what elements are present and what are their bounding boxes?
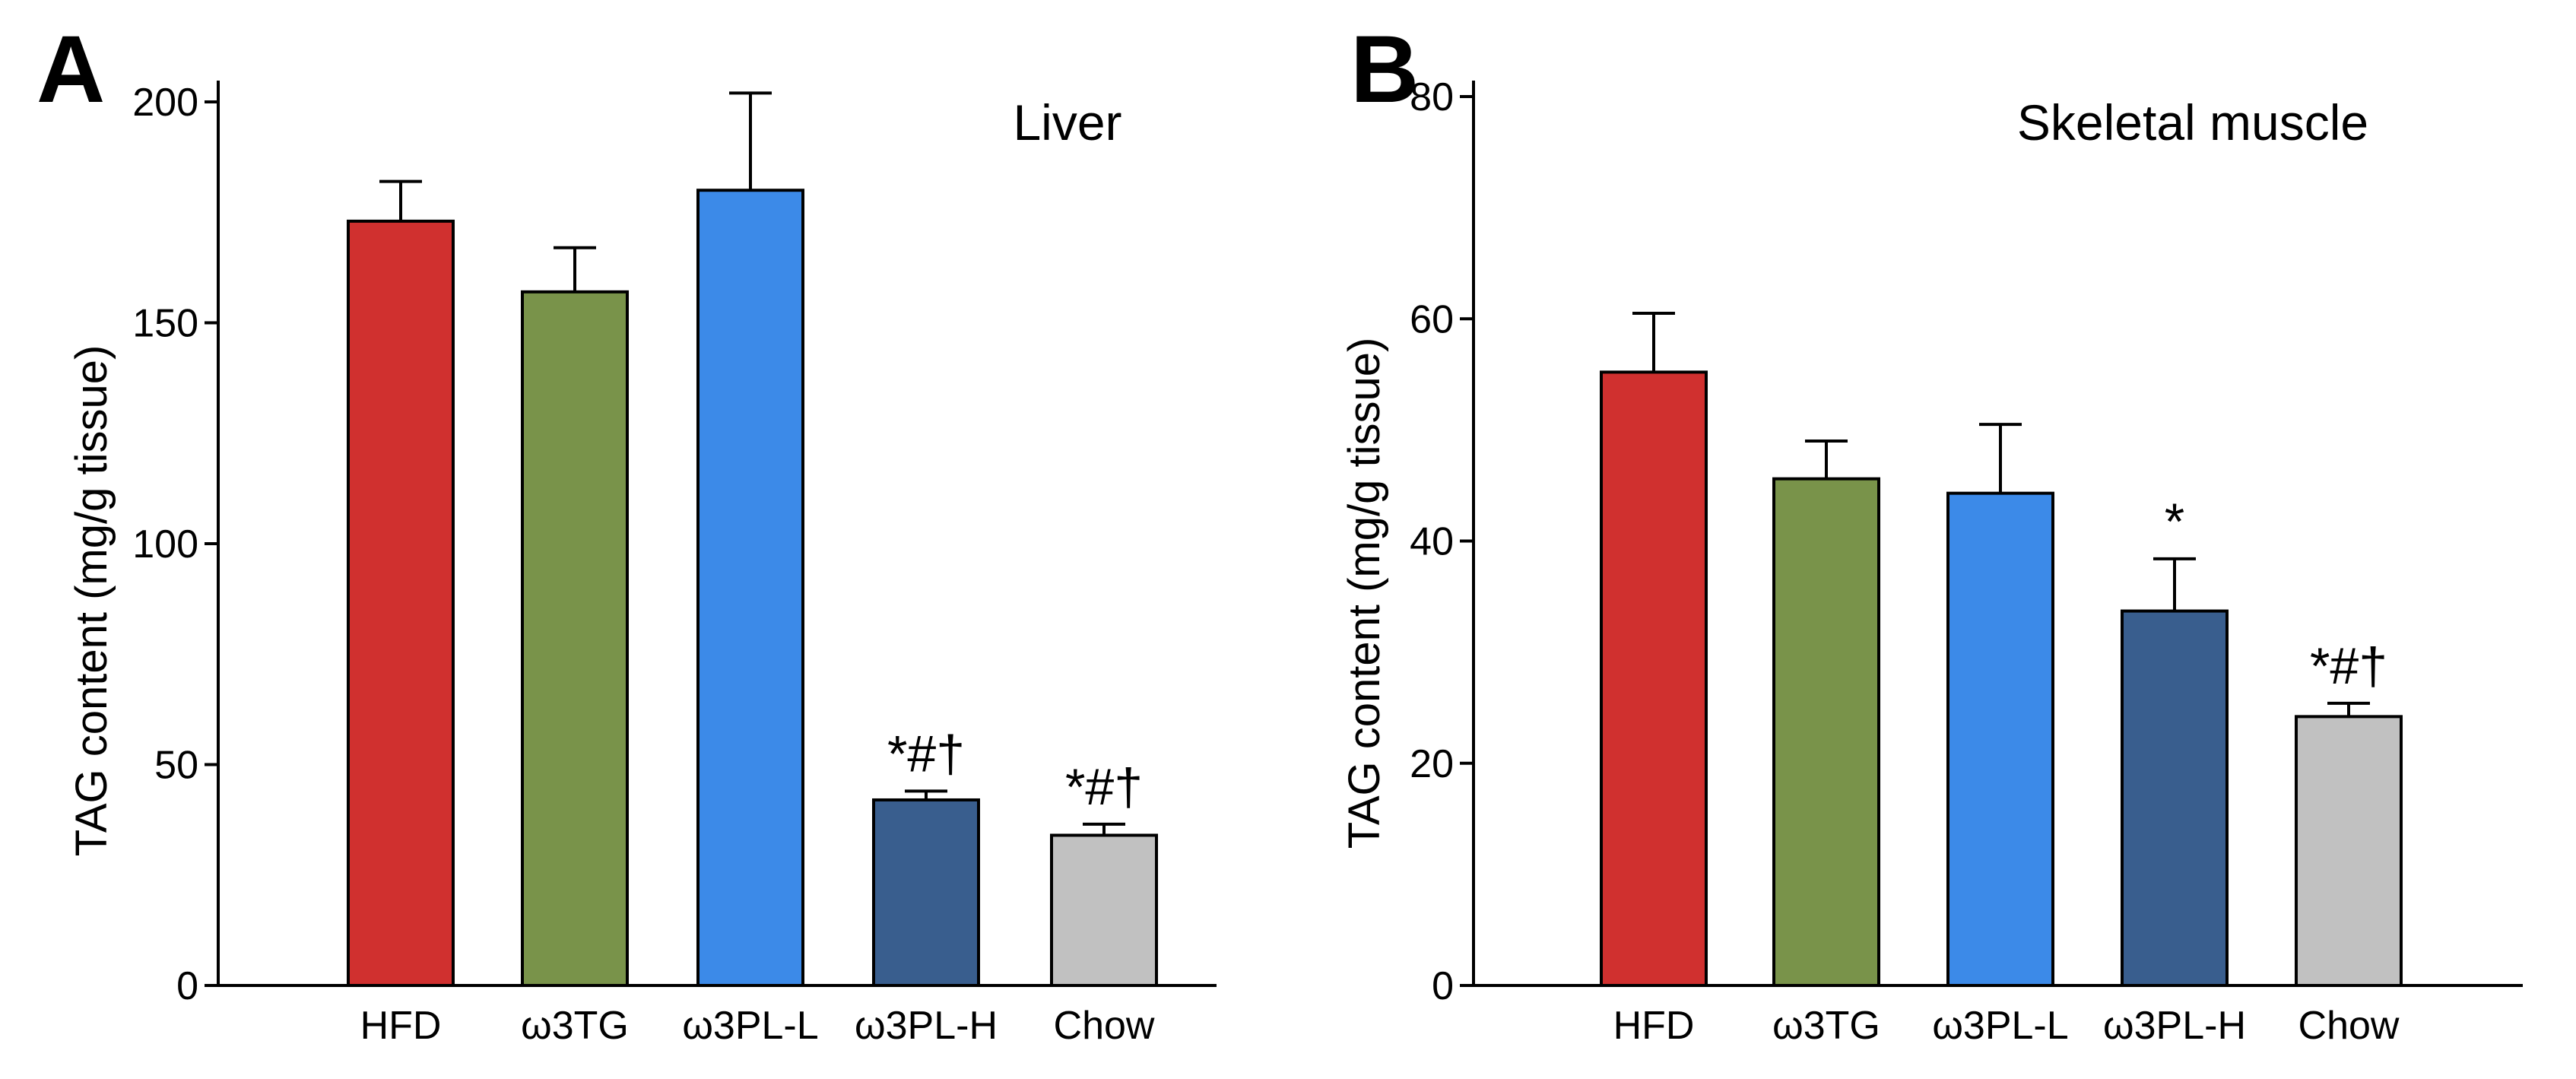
significance-annotation: *#†: [2310, 637, 2387, 695]
bar-omega3tg: [521, 290, 629, 987]
y-tick-label: 80: [1410, 75, 1454, 119]
bar-omega3pl-l: [1946, 491, 2054, 987]
panel-b-skeletal-muscle-chart: B Skeletal muscle TAG content (mg/g tissue…: [1340, 17, 2523, 1048]
bar-chow: [1050, 833, 1158, 987]
bar-chow: [2295, 715, 2403, 987]
x-tick-label: ω3TG: [521, 1004, 629, 1048]
bar-omega3pl-l: [696, 189, 804, 988]
significance-annotation: *: [2165, 493, 2184, 551]
x-tick-label: HFD: [360, 1004, 442, 1048]
y-tick-label: 60: [1410, 297, 1454, 341]
x-tick-label: ω3PL-H: [2103, 1004, 2246, 1048]
x-tick-label: ω3PL-H: [855, 1004, 998, 1048]
y-tick-label: 20: [1410, 742, 1454, 786]
x-tick-label: Chow: [2298, 1004, 2400, 1048]
y-tick-label: 50: [154, 744, 198, 788]
significance-annotation: *#†: [887, 725, 965, 782]
bar-omega3tg: [1772, 477, 1880, 987]
x-tick-label: ω3TG: [1772, 1004, 1880, 1048]
bar-omega3pl-h: [872, 798, 980, 987]
y-tick-label: 200: [132, 81, 198, 125]
chart-title: Skeletal muscle: [2017, 94, 2368, 151]
y-tick-label: 100: [132, 522, 198, 566]
x-tick-label: ω3PL-L: [1932, 1004, 2068, 1048]
y-tick-label: 0: [176, 964, 198, 1008]
y-tick-label: 0: [1432, 964, 1454, 1008]
panel-label: B: [1350, 17, 1419, 122]
bar-hfd: [347, 219, 455, 987]
chart-title: Liver: [1013, 94, 1121, 151]
y-axis-label: TAG content (mg/g tissue): [67, 345, 116, 857]
bar-omega3pl-h: [2121, 609, 2229, 988]
x-tick-label: ω3PL-L: [682, 1004, 818, 1048]
y-tick-label: 40: [1410, 520, 1454, 564]
x-tick-label: HFD: [1613, 1004, 1695, 1048]
panel-label: A: [36, 17, 105, 122]
significance-annotation: *#†: [1065, 758, 1143, 816]
panel-a-liver-chart: A Liver TAG content (mg/g tissue) HFD ω3TG ω3…: [36, 17, 1217, 1048]
x-tick-label: Chow: [1054, 1004, 1155, 1048]
bar-hfd: [1600, 370, 1708, 987]
y-tick-label: 150: [132, 302, 198, 346]
y-axis-label: TAG content (mg/g tissue): [1340, 338, 1389, 849]
